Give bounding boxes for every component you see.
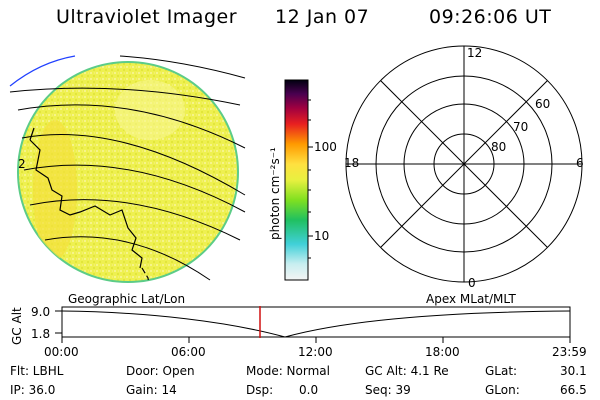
lat-label-80: 80 bbox=[491, 140, 507, 154]
altitude-panel bbox=[55, 306, 571, 343]
mlt-label-12: 12 bbox=[467, 46, 483, 60]
app-title: Ultraviolet Imager bbox=[56, 6, 238, 28]
colorbar-unit-label: photon cm⁻²s⁻¹ bbox=[268, 147, 282, 240]
altitude-max: 9.0 bbox=[31, 305, 51, 319]
altitude-axis-label: GC Alt bbox=[10, 307, 24, 345]
time-tick-3: 18:00 bbox=[425, 345, 460, 359]
time-label: 09:26:06 UT bbox=[429, 6, 552, 28]
coastline bbox=[29, 139, 143, 269]
status-glat-label: GLat: bbox=[485, 364, 518, 378]
status-glat-value: 30.1 bbox=[560, 364, 587, 378]
status-door: Door: Open bbox=[126, 364, 195, 378]
time-tick-4: 23:59 bbox=[552, 345, 587, 359]
status-ip: IP: 36.0 bbox=[10, 383, 56, 397]
time-tick-2: 12:00 bbox=[298, 345, 333, 359]
lat-label-60: 60 bbox=[535, 97, 551, 111]
status-glon-value: 66.5 bbox=[560, 383, 587, 397]
terminator-line bbox=[9, 55, 76, 87]
apex-label: Apex MLat/MLT bbox=[426, 292, 516, 306]
mlt-label-18: 18 bbox=[344, 156, 360, 170]
geographic-label: Geographic Lat/Lon bbox=[68, 292, 186, 306]
time-tick-0: 00:00 bbox=[44, 345, 79, 359]
earth-disk: 2 bbox=[9, 55, 246, 283]
svg-text:2: 2 bbox=[18, 157, 26, 171]
status-seq: Seq: 39 bbox=[365, 383, 411, 397]
status-gc-alt: GC Alt: 4.1 Re bbox=[365, 364, 449, 378]
mlt-label-0: 0 bbox=[468, 276, 476, 290]
status-dsp-label: Dsp: bbox=[246, 383, 274, 397]
latitude-lines bbox=[9, 87, 246, 281]
altitude-min: 1.8 bbox=[31, 327, 51, 341]
status-flt: Flt: LBHL bbox=[10, 364, 64, 378]
polar-grid bbox=[345, 45, 583, 283]
colorbar-tick-100: 100 bbox=[314, 140, 337, 154]
date-label: 12 Jan 07 bbox=[275, 6, 370, 28]
colorbar-tick-10: 10 bbox=[314, 229, 330, 243]
colorbar bbox=[284, 79, 313, 281]
lat-label-70: 70 bbox=[513, 120, 529, 134]
status-dsp-value: 0.0 bbox=[299, 383, 319, 397]
status-glon-label: GLon: bbox=[485, 383, 520, 397]
mlt-label-6: 6 bbox=[576, 156, 584, 170]
status-mode: Mode: Normal bbox=[246, 364, 330, 378]
status-gain: Gain: 14 bbox=[126, 383, 177, 397]
time-tick-1: 06:00 bbox=[171, 345, 206, 359]
